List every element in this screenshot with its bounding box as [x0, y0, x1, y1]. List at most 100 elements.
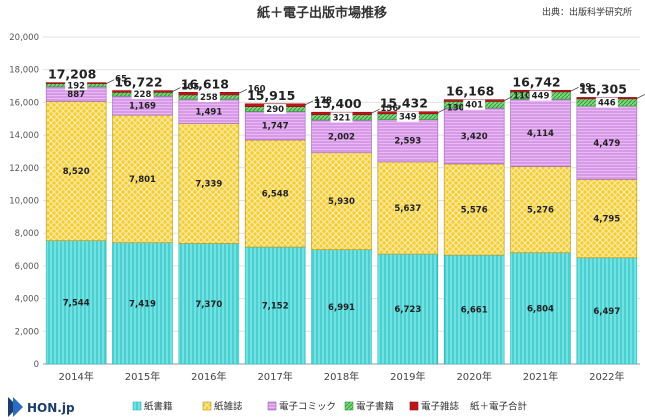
segment-label: 7,419 — [129, 299, 156, 309]
bar-segment-1 — [377, 253, 439, 365]
segment-label: 4,479 — [593, 139, 620, 149]
segment-label: 5,276 — [527, 206, 554, 216]
y-tick-label: 20,000 — [9, 33, 39, 43]
bar-segment-1 — [510, 252, 571, 365]
legend: 紙書籍 紙雑誌 電子コミック 電子書籍 電子雑誌 紙＋電子合計 — [132, 401, 528, 413]
total-label: 16,305 — [579, 81, 627, 96]
segment-label: 321 — [333, 113, 351, 123]
label-background — [65, 80, 88, 91]
legend-swatch — [267, 401, 277, 411]
segment-label: 228 — [134, 90, 152, 100]
segment-label: 401 — [465, 101, 483, 111]
x-tick-label: 2019年 — [390, 370, 425, 383]
segment-label: 5,930 — [328, 197, 355, 207]
legend-swatch — [409, 401, 419, 411]
segment-label: 6,548 — [262, 190, 289, 200]
segment-label: 7,152 — [262, 302, 289, 312]
small-segment-label: 99 — [580, 82, 592, 92]
segment-label: 8,520 — [63, 167, 90, 177]
label-background — [595, 97, 618, 108]
total-label: 15,915 — [247, 88, 295, 103]
y-tick-label: 10,000 — [9, 197, 39, 207]
label-background — [131, 89, 154, 100]
small-segment-label: 105 — [182, 83, 200, 93]
legend-label: 紙書籍 — [144, 401, 173, 413]
segment-label: 4,114 — [527, 129, 554, 139]
bar-segment-3 — [178, 98, 240, 124]
segment-label: 7,801 — [129, 175, 156, 185]
segment-label: 6,723 — [394, 305, 421, 315]
y-tick-label: 2,000 — [15, 327, 39, 337]
legend-label: 紙雑誌 — [214, 401, 243, 413]
small-segment-label: 178 — [314, 96, 332, 106]
leader-line — [437, 108, 446, 113]
legend-swatch — [132, 401, 142, 411]
label-background — [529, 90, 552, 101]
segment-label: 5,637 — [394, 204, 421, 214]
small-segment-label: 110 — [513, 92, 531, 102]
segment-label: 2,593 — [394, 137, 421, 147]
y-tick-label: 4,000 — [15, 295, 39, 305]
segment-label: 1,491 — [195, 107, 222, 117]
bar-segment-2 — [443, 163, 505, 256]
hon-jp-logo: HON.jp — [8, 397, 75, 417]
bar-segment-3 — [377, 119, 439, 163]
label-background — [463, 99, 486, 110]
bar-segment-2 — [377, 161, 439, 255]
leader-line — [106, 79, 115, 84]
x-tick-label: 2020年 — [456, 370, 491, 383]
legend-label: 電子書籍 — [356, 401, 394, 413]
segment-label: 1,169 — [129, 102, 156, 112]
segment-label: 446 — [598, 98, 616, 108]
legend-label-total: 紙＋電子合計 — [470, 401, 528, 413]
bar-segment-2 — [178, 123, 240, 244]
leader-line — [238, 88, 247, 94]
segment-label: 192 — [67, 81, 85, 91]
leader-line — [636, 94, 645, 99]
legend-swatch — [202, 401, 212, 411]
segment-label: 6,497 — [593, 307, 620, 317]
label-background — [264, 104, 287, 115]
x-axis-ticks: 2014年 2015年 2016年 2017年 2018年 2019年 2020年 2021年… — [58, 370, 624, 383]
x-tick-label: 2014年 — [58, 370, 93, 383]
y-tick-label: 12,000 — [9, 164, 39, 174]
bar-segment-2 — [510, 166, 571, 254]
y-tick-label: 16,000 — [9, 98, 39, 108]
segment-label: 1,747 — [262, 122, 289, 132]
label-background — [396, 111, 419, 122]
segment-label: 2,002 — [328, 132, 355, 142]
segment-label: 4,795 — [593, 215, 620, 225]
segment-label: 7,544 — [63, 298, 90, 308]
total-label: 15,432 — [380, 96, 428, 111]
label-background — [197, 92, 220, 103]
segment-label: 6,661 — [461, 306, 488, 316]
hon-jp-logo-icon — [8, 397, 23, 417]
segment-label: 7,370 — [195, 300, 222, 310]
bar-segment-3 — [244, 111, 306, 141]
bar-segment-1 — [576, 257, 638, 365]
x-tick-label: 2015年 — [125, 370, 160, 383]
bar-segment-1 — [311, 249, 372, 365]
x-tick-label: 2016年 — [191, 370, 226, 383]
legend-swatch — [344, 401, 354, 411]
leader-line — [570, 86, 579, 92]
small-segment-label: 156 — [381, 104, 399, 114]
bar-segment-3 — [443, 107, 505, 165]
small-segment-label: 65 — [115, 75, 127, 85]
total-label: 16,722 — [114, 75, 162, 90]
segment-label: 258 — [200, 93, 218, 103]
small-segment-label: 160 — [248, 84, 266, 94]
bar-segment-3 — [576, 105, 638, 180]
segment-label: 449 — [532, 92, 550, 102]
x-tick-label: 2022年 — [589, 370, 624, 383]
total-label: 16,168 — [446, 84, 494, 99]
x-tick-label: 2017年 — [257, 370, 292, 383]
legend-label: 電子雑誌 — [421, 401, 460, 413]
leader-line — [371, 108, 380, 114]
total-label: 15,400 — [313, 96, 362, 111]
bar-segment-2 — [244, 139, 306, 248]
bar-segment-2 — [112, 114, 173, 243]
x-tick-label: 2018年 — [324, 370, 359, 383]
segment-label: 3,420 — [461, 132, 488, 142]
